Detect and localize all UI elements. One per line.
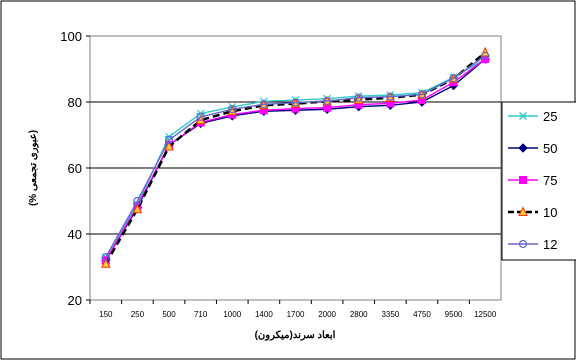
legend-item-12: 12 <box>508 237 557 252</box>
x-tick-label: 3350 <box>381 310 399 319</box>
y-axis-title: (عبوری تجمعی %) <box>28 130 39 206</box>
legend-marker <box>518 239 528 249</box>
data-point <box>259 100 268 109</box>
legend-label: 75 <box>543 173 557 188</box>
x-tick-label: 9500 <box>445 310 463 319</box>
data-point <box>386 92 395 101</box>
y-tick-label: 40 <box>68 227 82 242</box>
data-point <box>291 98 300 107</box>
x-tick-label: 12500 <box>474 310 497 319</box>
x-tick-label: 4750 <box>413 310 431 319</box>
x-tick-label: 150 <box>99 310 113 319</box>
data-point <box>133 196 142 206</box>
x-axis-title: ابعاد سرند(میکرون) <box>255 330 336 341</box>
legend-item-75: 75 <box>508 173 557 188</box>
y-axis-ticks: 20 40 60 80 100 <box>60 29 90 308</box>
x-tick-label: 250 <box>131 310 145 319</box>
data-point <box>164 140 174 151</box>
x-tick-label: 2000 <box>318 310 336 319</box>
legend-marker <box>519 176 527 184</box>
legend-marker <box>518 143 528 153</box>
legend-item-50: 50 <box>508 141 557 156</box>
legend-marker <box>518 112 528 120</box>
legend-label: 50 <box>543 141 557 156</box>
legend-label: 12 <box>543 237 557 252</box>
data-point <box>132 203 143 214</box>
legend-marker <box>518 206 528 216</box>
data-point <box>101 253 110 262</box>
data-point <box>417 90 427 99</box>
y-tick-label: 100 <box>60 29 82 44</box>
legend-box <box>501 101 576 261</box>
legend-item-10: 10 <box>508 205 557 220</box>
series-line-12 <box>105 55 486 258</box>
data-point <box>354 93 363 102</box>
legend: 25 50 75 10 12 <box>508 109 557 252</box>
x-axis-ticks: 150 250 500 710 1000 1400 1700 2000 2800 3350 4750… <box>89 300 497 319</box>
series-layer <box>100 46 491 268</box>
x-tick-label: 1400 <box>255 310 273 319</box>
y-tick-label: 80 <box>68 95 82 110</box>
data-point <box>481 51 490 60</box>
data-point <box>323 96 332 106</box>
data-point <box>164 135 174 145</box>
series-12 <box>101 51 490 262</box>
x-tick-label: 2800 <box>350 310 368 319</box>
y-tick-label: 60 <box>68 161 82 176</box>
x-tick-label: 1700 <box>287 310 305 319</box>
y-tick-label: 20 <box>68 293 82 308</box>
x-tick-label: 1000 <box>223 310 241 319</box>
data-point <box>100 258 111 268</box>
legend-item-25: 25 <box>508 109 557 124</box>
legend-label: 10 <box>543 205 557 220</box>
data-point <box>196 112 205 121</box>
legend-label: 25 <box>543 109 557 124</box>
data-point <box>228 105 237 114</box>
data-point <box>449 74 458 83</box>
x-tick-label: 710 <box>194 310 208 319</box>
x-tick-label: 500 <box>162 310 176 319</box>
